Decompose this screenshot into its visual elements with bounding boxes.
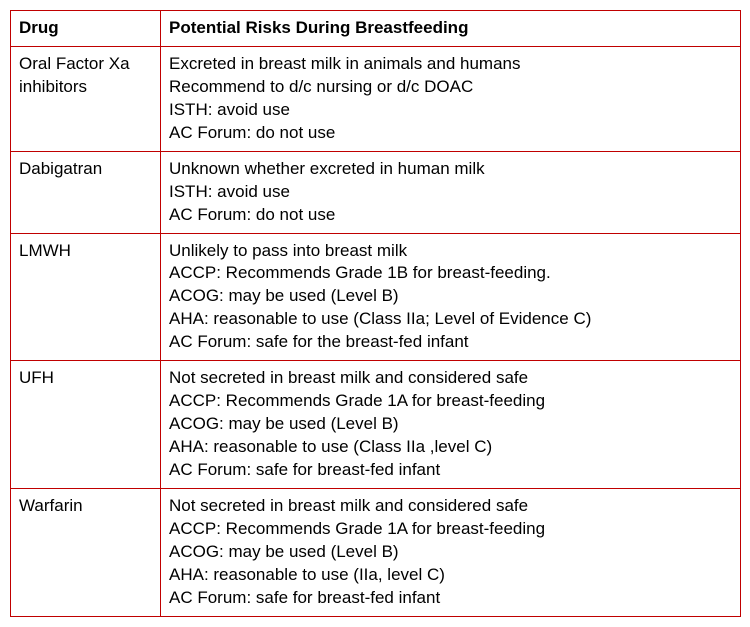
drug-cell: LMWH bbox=[11, 233, 161, 361]
risk-line: ACCP: Recommends Grade 1A for breast-fee… bbox=[169, 390, 732, 413]
table-row: UFH Not secreted in breast milk and consi… bbox=[11, 361, 741, 489]
risk-line: Not secreted in breast milk and consider… bbox=[169, 367, 732, 390]
risk-line: AC Forum: safe for breast-fed infant bbox=[169, 459, 732, 482]
drug-cell: UFH bbox=[11, 361, 161, 489]
risk-line: AC Forum: safe for the breast-fed infant bbox=[169, 331, 732, 354]
table-body: Oral Factor Xa inhibitors Excreted in bre… bbox=[11, 46, 741, 616]
risk-cell: Not secreted in breast milk and consider… bbox=[161, 488, 741, 616]
risk-line: AHA: reasonable to use (Class IIa ,level… bbox=[169, 436, 732, 459]
col-header-drug: Drug bbox=[11, 11, 161, 47]
risk-cell: Unknown whether excreted in human milkIS… bbox=[161, 151, 741, 233]
risk-line: ACOG: may be used (Level B) bbox=[169, 541, 732, 564]
risk-line: ACCP: Recommends Grade 1B for breast-fee… bbox=[169, 262, 732, 285]
risk-line: ISTH: avoid use bbox=[169, 99, 732, 122]
table-row: DabigatranUnknown whether excreted in hu… bbox=[11, 151, 741, 233]
risk-cell: Not secreted in breast milk and consider… bbox=[161, 361, 741, 489]
risk-line: ACCP: Recommends Grade 1A for breast-fee… bbox=[169, 518, 732, 541]
risk-line: AHA: reasonable to use (IIa, level C) bbox=[169, 564, 732, 587]
drug-risk-table: Drug Potential Risks During Breastfeedin… bbox=[10, 10, 741, 617]
drug-cell: Dabigatran bbox=[11, 151, 161, 233]
risk-line: Not secreted in breast milk and consider… bbox=[169, 495, 732, 518]
risk-line: AC Forum: do not use bbox=[169, 122, 732, 145]
risk-cell: Excreted in breast milk in animals and h… bbox=[161, 46, 741, 151]
risk-line: ACOG: may be used (Level B) bbox=[169, 285, 732, 308]
risk-line: ISTH: avoid use bbox=[169, 181, 732, 204]
risk-line: Excreted in breast milk in animals and h… bbox=[169, 53, 732, 76]
risk-line: ACOG: may be used (Level B) bbox=[169, 413, 732, 436]
risk-line: Unknown whether excreted in human milk bbox=[169, 158, 732, 181]
risk-line: AC Forum: safe for breast-fed infant bbox=[169, 587, 732, 610]
table-row: Oral Factor Xa inhibitors Excreted in bre… bbox=[11, 46, 741, 151]
risk-line: Unlikely to pass into breast milk bbox=[169, 240, 732, 263]
risk-line: Recommend to d/c nursing or d/c DOAC bbox=[169, 76, 732, 99]
drug-cell: Oral Factor Xa inhibitors bbox=[11, 46, 161, 151]
table-header-row: Drug Potential Risks During Breastfeedin… bbox=[11, 11, 741, 47]
table-row: Warfarin Not secreted in breast milk and … bbox=[11, 488, 741, 616]
table-row: LMWHUnlikely to pass into breast milkACC… bbox=[11, 233, 741, 361]
drug-cell: Warfarin bbox=[11, 488, 161, 616]
risk-line: AC Forum: do not use bbox=[169, 204, 732, 227]
risk-cell: Unlikely to pass into breast milkACCP: R… bbox=[161, 233, 741, 361]
col-header-risks: Potential Risks During Breastfeeding bbox=[161, 11, 741, 47]
risk-line: AHA: reasonable to use (Class IIa; Level… bbox=[169, 308, 732, 331]
